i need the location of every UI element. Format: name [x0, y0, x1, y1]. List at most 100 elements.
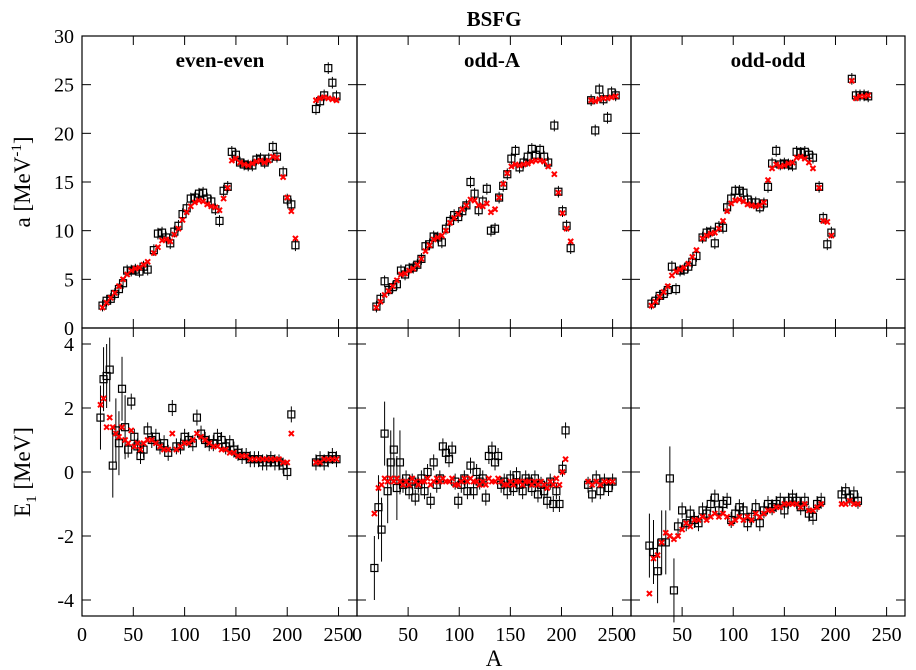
experimental-point — [815, 182, 824, 191]
experimental-point — [482, 184, 491, 193]
experimental-point — [588, 490, 597, 499]
experimental-point — [667, 262, 676, 271]
model-point — [612, 93, 619, 100]
experimental-point — [546, 477, 555, 486]
experimental-point — [518, 487, 527, 496]
model-point — [320, 94, 328, 101]
model-point — [703, 232, 710, 239]
chart-title: BSFG — [467, 7, 522, 31]
experimental-point — [603, 113, 612, 122]
experimental-point — [157, 228, 167, 237]
experimental-point — [665, 474, 674, 483]
model-point — [316, 95, 324, 102]
experimental-point — [198, 188, 208, 197]
model-point — [672, 268, 680, 275]
experimental-point — [159, 439, 169, 448]
experimental-point — [98, 301, 107, 310]
model-point — [208, 203, 215, 210]
model-point — [801, 500, 809, 508]
x-tick-label: 200 — [272, 624, 302, 646]
model-point — [544, 163, 552, 170]
model-point — [760, 199, 768, 206]
model-point — [656, 293, 663, 301]
model-point — [115, 282, 123, 290]
model-point — [171, 231, 178, 238]
model-point — [664, 282, 672, 290]
experimental-point — [462, 201, 471, 210]
model-point — [748, 202, 755, 209]
experimental-point — [217, 435, 226, 445]
model-point — [195, 197, 203, 204]
model-point — [685, 260, 692, 267]
model-point — [495, 194, 503, 201]
experimental-point — [808, 153, 818, 162]
model-point — [257, 157, 264, 164]
experimental-point — [380, 429, 389, 438]
experimental-point — [539, 487, 549, 496]
model-point — [422, 247, 429, 255]
model-point — [150, 249, 158, 257]
x-tick-label: 100 — [444, 624, 474, 646]
model-point — [132, 265, 139, 272]
experimental-point — [755, 519, 764, 528]
model-point — [389, 282, 396, 290]
model-point — [333, 455, 340, 463]
experimental-point — [493, 451, 503, 461]
experimental-point — [110, 289, 119, 299]
model-point — [397, 271, 405, 278]
experimental-point — [215, 216, 224, 226]
x-tick-label: 50 — [123, 624, 143, 646]
model-point — [567, 238, 574, 245]
model-point — [288, 430, 295, 437]
panel-top-even-even: 0 5 10 15 20 25 30 — [54, 26, 358, 340]
experimental-point — [653, 567, 662, 576]
model-point — [520, 161, 527, 168]
model-point — [463, 202, 470, 209]
model-point — [284, 194, 291, 201]
experimental-point — [495, 193, 504, 202]
experimental-point — [395, 458, 405, 467]
experimental-point — [772, 146, 781, 155]
experimental-point — [549, 499, 558, 509]
model-point — [815, 184, 823, 192]
model-point — [405, 481, 413, 489]
experimental-point — [124, 445, 133, 454]
experimental-point — [194, 189, 204, 198]
model-point — [864, 92, 872, 99]
experimental-point — [469, 487, 478, 496]
model-point — [654, 551, 661, 559]
model-point — [764, 176, 772, 184]
model-point — [860, 93, 868, 100]
model-point — [279, 173, 287, 181]
model-point — [115, 433, 123, 441]
experimental-point — [426, 496, 435, 505]
model-point — [312, 97, 320, 104]
y-tick-label: -4 — [57, 590, 74, 612]
model-point — [424, 475, 431, 482]
experimental-point — [186, 194, 195, 203]
experimental-point — [429, 458, 438, 467]
experimental-point — [102, 296, 111, 305]
experimental-point — [463, 487, 472, 496]
model-point — [528, 158, 536, 165]
model-point — [448, 475, 456, 482]
model-point — [191, 199, 199, 206]
model-point — [674, 532, 682, 540]
experimental-point — [287, 410, 296, 419]
experimental-point — [512, 471, 521, 480]
experimental-point — [671, 284, 681, 294]
experimental-point — [723, 496, 732, 505]
panel-bottom-odd-odd: 0 50 100 150 200 250 — [626, 327, 906, 646]
x-tick-label: 0 — [626, 624, 636, 646]
experimental-point — [487, 445, 497, 454]
model-point — [553, 475, 560, 482]
model-point — [646, 590, 653, 597]
model-point — [723, 207, 731, 215]
model-point — [536, 157, 544, 164]
model-point — [134, 439, 141, 447]
model-point — [284, 459, 291, 466]
model-point — [852, 95, 860, 102]
model-point — [373, 304, 380, 311]
model-point — [555, 189, 562, 196]
experimental-point — [114, 439, 124, 448]
